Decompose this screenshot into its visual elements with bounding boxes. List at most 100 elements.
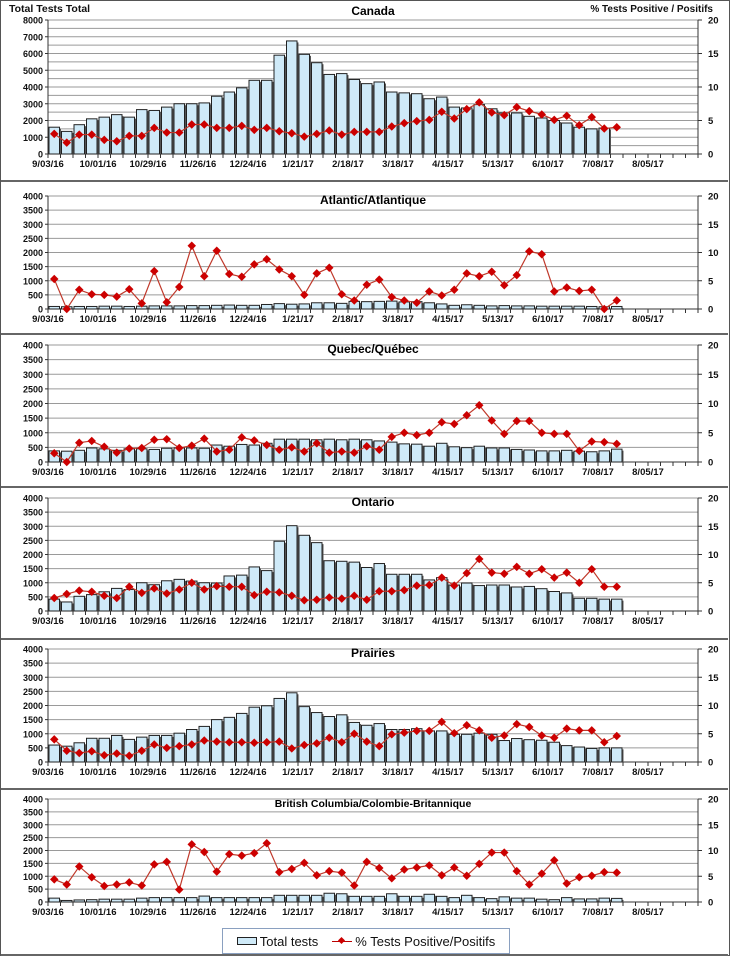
bar — [223, 575, 235, 612]
bar — [173, 305, 185, 310]
bar — [323, 560, 335, 612]
percent-positive-marker — [537, 110, 546, 119]
percent-positive-marker — [462, 410, 471, 420]
bar — [586, 128, 598, 155]
x-tick-label: 10/01/16 — [80, 616, 117, 627]
chart-title: Prairies — [351, 646, 395, 660]
percent-positive-marker — [200, 736, 209, 745]
bar — [48, 744, 60, 763]
bar — [461, 447, 473, 463]
x-tick-label: 9/03/16 — [32, 314, 64, 325]
bar — [348, 895, 360, 903]
bar — [98, 898, 110, 903]
percent-positive-marker — [50, 129, 59, 139]
bar — [336, 560, 348, 612]
x-tick-label: 1/21/17 — [282, 467, 314, 478]
x-tick-label: 10/01/16 — [80, 467, 117, 478]
percent-positive-marker — [550, 429, 559, 439]
percent-positive-marker — [537, 731, 546, 740]
percent-positive-marker — [125, 444, 134, 453]
bar — [523, 897, 535, 903]
percent-positive-marker — [337, 290, 346, 299]
percent-positive-line — [53, 243, 618, 311]
percent-positive-marker — [87, 130, 96, 139]
bar — [561, 122, 573, 155]
bar — [273, 54, 285, 155]
bar — [148, 109, 160, 155]
bar — [498, 447, 510, 463]
bar — [573, 305, 585, 310]
x-tick-label: 10/29/16 — [130, 907, 167, 918]
bar — [273, 697, 285, 763]
x-tick-label: 12/24/16 — [230, 907, 267, 918]
percent-positive-marker — [212, 447, 221, 456]
bar — [298, 534, 310, 612]
bar — [73, 449, 85, 463]
y-tick-label: 3000 — [23, 522, 43, 532]
percent-positive-marker — [287, 864, 296, 874]
x-tick-label: 2/18/17 — [332, 159, 364, 170]
bar — [498, 896, 510, 903]
bar — [473, 732, 485, 763]
bar — [286, 894, 298, 903]
chart-title: Canada — [351, 4, 395, 18]
y-tick-label: 3500 — [23, 508, 43, 518]
chart-svg: 0 500 1000 1500 2000 2500 3000 3500 4000 0 5 10 15 20… — [23, 192, 719, 326]
y-tick-label: 2000 — [23, 701, 43, 711]
bar — [311, 302, 323, 310]
y2-tick-label: 10 — [708, 701, 719, 712]
bar — [261, 79, 273, 155]
percent-positive-marker — [150, 435, 159, 445]
bar — [273, 303, 285, 310]
bar — [461, 304, 473, 310]
percent-positive-marker — [537, 428, 546, 437]
x-tick-label: 3/18/17 — [382, 767, 414, 778]
percent-positive-marker — [450, 419, 459, 429]
bar — [548, 120, 560, 155]
x-tick-label: 3/18/17 — [382, 314, 414, 325]
bar — [123, 305, 135, 310]
percent-positive-marker — [375, 586, 384, 596]
y-tick-label: 0 — [38, 150, 43, 160]
percent-positive-marker — [487, 733, 496, 742]
bar — [86, 594, 98, 612]
percent-positive-marker — [437, 417, 446, 427]
x-tick-label: 2/18/17 — [332, 767, 364, 778]
percent-positive-marker — [375, 127, 384, 137]
chart-title: Quebec/Québec — [327, 342, 419, 356]
bar — [486, 305, 498, 310]
x-tick-label: 12/24/16 — [230, 467, 267, 478]
x-tick-label: 9/03/16 — [32, 907, 64, 918]
y2-tick-label: 15 — [708, 220, 719, 231]
x-tick-label: 10/29/16 — [130, 616, 167, 627]
x-tick-label: 7/08/17 — [582, 314, 614, 325]
chart-panel-5: 0 500 1000 1500 2000 2500 3000 3500 4000 0 5 10 15 20… — [1, 790, 728, 956]
bar — [161, 447, 173, 463]
bar — [598, 897, 610, 903]
percent-positive-line — [54, 842, 617, 892]
x-tick-label: 1/21/17 — [282, 907, 314, 918]
percent-positive-marker — [425, 115, 434, 125]
y2-tick-label: 15 — [708, 673, 719, 684]
percent-positive-marker — [600, 867, 609, 877]
percent-positive-marker — [112, 448, 121, 457]
x-tick-label: 12/24/16 — [230, 616, 267, 627]
bar — [148, 305, 160, 310]
percent-positive-marker — [600, 304, 609, 314]
percent-positive-marker — [300, 740, 309, 750]
legend-item-percent-positive: % Tests Positive/Positifs — [332, 934, 495, 949]
x-tick-label: 12/24/16 — [230, 314, 267, 325]
bar — [548, 450, 560, 463]
y-tick-label: 1500 — [23, 859, 43, 869]
y-tick-label: 3500 — [23, 807, 43, 817]
x-tick-label: 8/05/17 — [632, 616, 664, 627]
bar — [311, 542, 323, 612]
y2-tick-label: 0 — [708, 150, 713, 161]
percent-positive-marker — [237, 272, 246, 282]
bar — [186, 103, 198, 155]
bar — [273, 894, 285, 903]
percent-positive-marker — [150, 123, 159, 133]
bar — [448, 897, 460, 903]
percent-positive-marker — [50, 735, 59, 744]
percent-positive-marker — [87, 873, 96, 882]
